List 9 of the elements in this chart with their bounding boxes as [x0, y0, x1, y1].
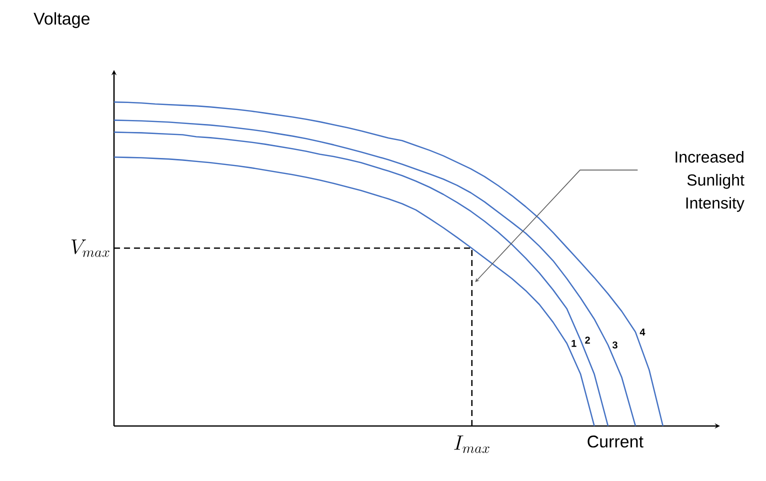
text: $I_{max}$ [454, 436, 490, 453]
x-axis-title: Current [588, 436, 644, 448]
series-label: 2 [585, 336, 590, 344]
series-label: 4 [640, 328, 646, 336]
series-label: 3 [612, 341, 618, 349]
text: Increased Sunlight Intensity [676, 150, 744, 212]
ref-line-label: $V_{max}$ [72, 240, 110, 257]
series-label: 1 [572, 340, 576, 347]
y-axis-title: Voltage [34, 12, 90, 28]
